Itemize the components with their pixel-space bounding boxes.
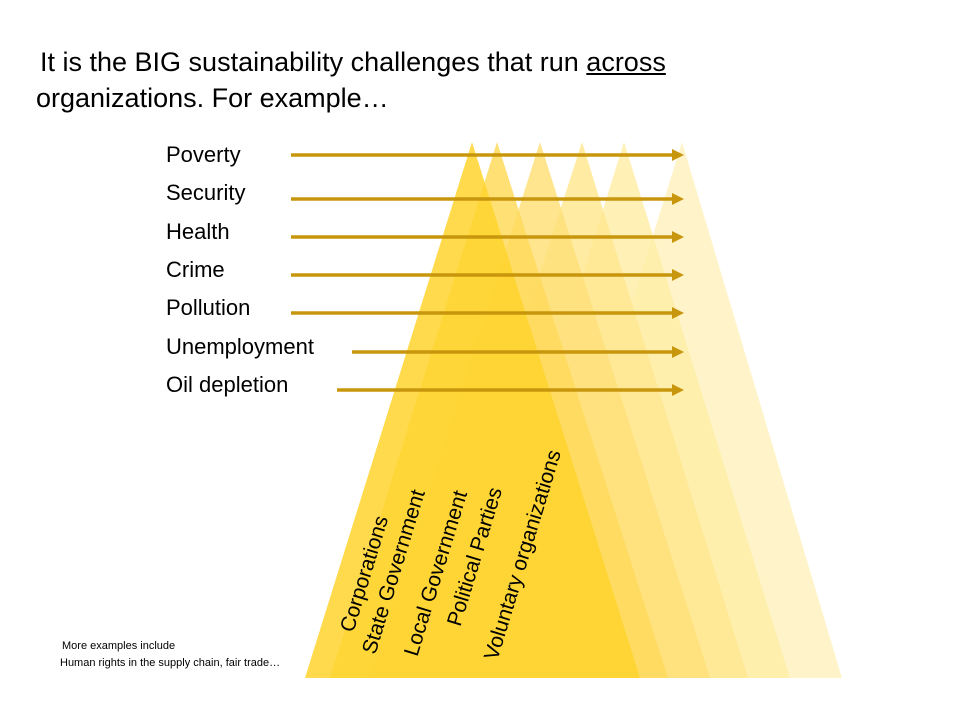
challenge-label-poverty: Poverty [166, 142, 241, 167]
arrow-head-oil-depletion [672, 384, 684, 396]
title-emphasis: across [586, 47, 666, 77]
footnote-line-2: Human rights in the supply chain, fair t… [60, 657, 281, 669]
arrow-head-unemployment [672, 346, 684, 358]
arrow-head-security [672, 193, 684, 205]
challenge-label-security: Security [166, 180, 246, 205]
challenge-label-crime: Crime [166, 257, 225, 282]
footnote-line-1: More examples include [62, 640, 176, 652]
arrow-head-pollution [672, 307, 684, 319]
challenge-label-unemployment: Unemployment [166, 334, 314, 359]
organization-triangles [305, 142, 842, 678]
arrow-head-health [672, 231, 684, 243]
challenge-label-oil-depletion: Oil depletion [166, 372, 289, 397]
challenge-label-health: Health [166, 219, 230, 244]
challenge-label-pollution: Pollution [166, 295, 251, 320]
slide-title: It is the BIG sustainability challenges … [36, 44, 836, 116]
title-part-2: organizations. For example… [36, 83, 389, 113]
title-part-1: It is the BIG sustainability challenges … [40, 47, 587, 77]
arrow-head-poverty [672, 149, 684, 161]
triangle-voluntary-organizations [305, 142, 640, 678]
arrow-head-crime [672, 269, 684, 281]
challenge-arrows [291, 149, 684, 396]
